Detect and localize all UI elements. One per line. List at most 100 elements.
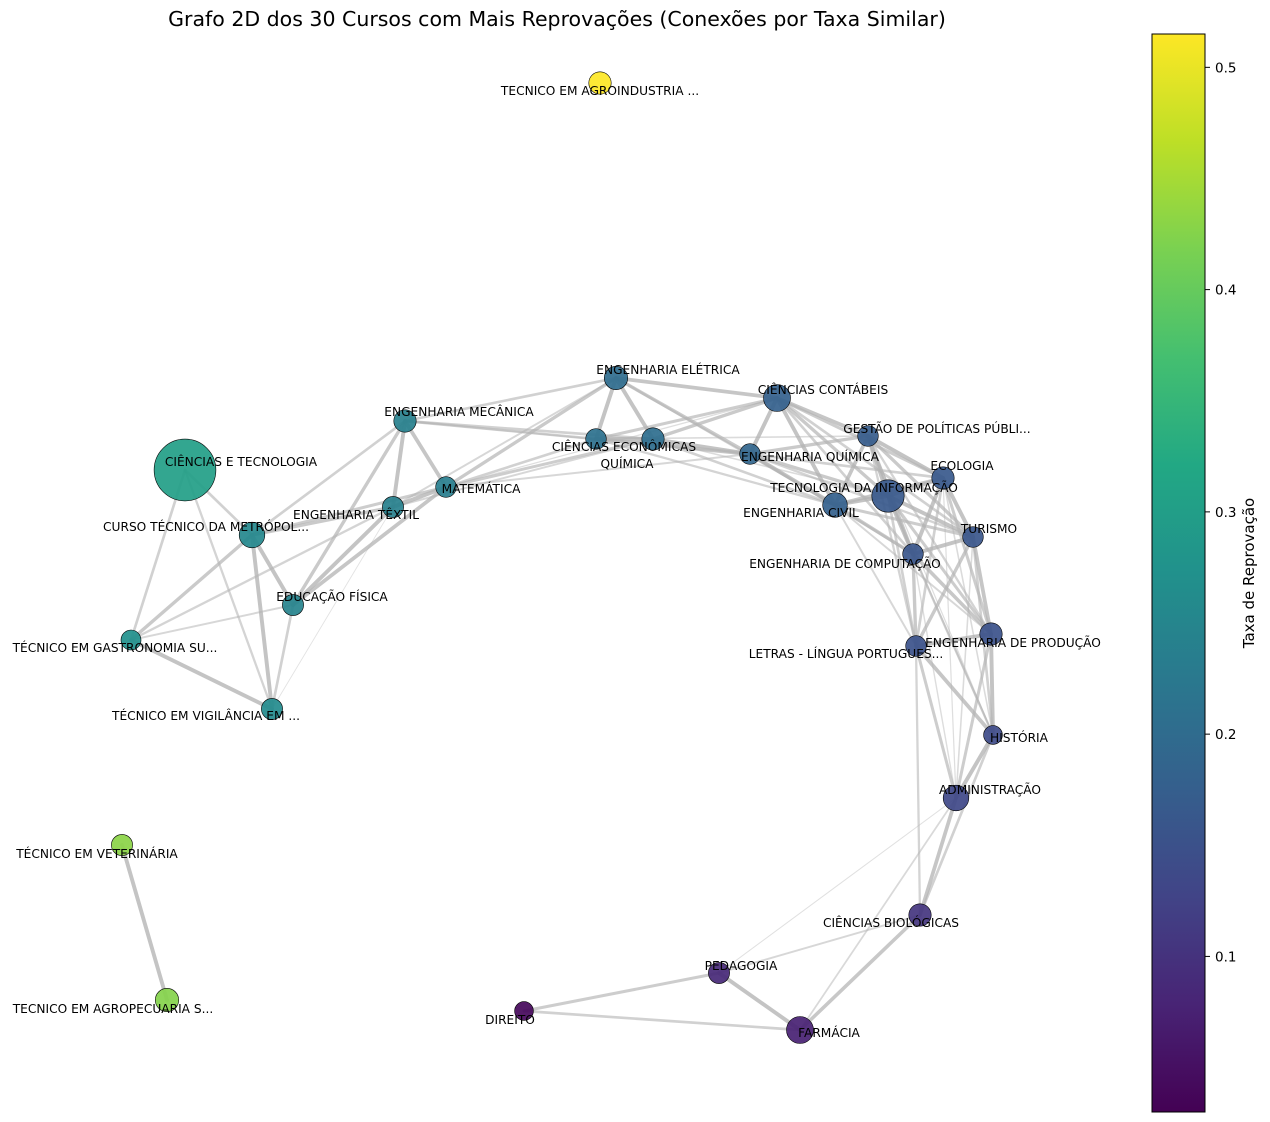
edge-elet-text [392,377,617,508]
edge-ped-adm [718,797,957,974]
edge-elet-mat [444,376,618,489]
node-letras[interactable] [905,635,927,657]
node-label-prod: ENGENHARIA DE PRODUÇÃO [925,635,1101,650]
node-label-adm: ADMINISTRAÇÃO [939,782,1041,797]
edge-econ-mec [403,419,598,441]
node-dir[interactable] [514,1001,534,1021]
node-label-ped: PEDAGOGIA [705,959,778,973]
node-ti[interactable] [871,479,905,513]
node-adm[interactable] [942,784,970,812]
node-vigil[interactable] [261,698,283,720]
node-civil[interactable] [822,492,848,518]
node-bio[interactable] [908,903,932,927]
edge-ped-bio [718,914,921,974]
node-gastro[interactable] [120,629,142,651]
node-ecol[interactable] [931,466,955,490]
edge-adm-tur [955,536,974,799]
colorbar-gradient [1151,33,1206,1113]
node-label-quim: QUÍMICA [600,456,654,471]
node-label-edfis: EDUCAÇÃO FÍSICA [276,589,388,604]
node-text[interactable] [382,496,404,518]
node-mat[interactable] [435,476,457,498]
edge-prod-comp [911,552,993,636]
node-cet[interactable] [153,438,217,502]
edge-dir-ped [522,971,721,1013]
edge-comp-cont [775,396,915,556]
edge-ped-farm [717,971,802,1032]
edge-farm-bio [798,913,922,1032]
node-layer [111,71,1003,1044]
edge-bio-hist [918,733,995,917]
edge-mec-text [391,419,407,509]
node-label-elet: ENGENHARIA ELÉTRICA [596,362,740,377]
edge-adm-comp [912,553,957,799]
colorbar-tick-label: 0.1 [1215,949,1236,965]
edge-cont-elet [614,376,779,400]
node-agropec[interactable] [155,987,180,1012]
edge-edfis-cursotec [250,533,295,607]
edge-letras-prod [914,632,993,648]
node-econ[interactable] [585,428,607,450]
node-farm[interactable] [786,1016,814,1044]
edge-adm-letras [914,644,958,800]
node-label-agroind: TECNICO EM AGROINDUSTRIA ... [500,84,699,98]
chart-title: Grafo 2D dos 30 Cursos com Mais Reprovaç… [168,7,946,31]
node-edfis[interactable] [282,594,304,616]
edge-gest-cont [775,396,870,438]
node-prod[interactable] [979,622,1003,646]
node-comp[interactable] [902,543,924,565]
edge-text-gastro [129,505,395,642]
edge-gest-engq [748,434,870,456]
node-quim[interactable] [641,427,665,451]
edge-bio-letras [914,644,922,917]
edge-mec-mat [403,419,448,489]
edge-engq-elet [614,376,752,456]
node-label-civil: ENGENHARIA CIVIL [743,506,859,520]
node-label-tur: TURISMO [960,522,1017,536]
node-agroind[interactable] [588,71,612,95]
node-label-mat: MATEMÁTICA [442,481,522,496]
edge-cet-vigil [183,468,274,711]
node-mec[interactable] [393,409,417,433]
edge-bio-adm [918,796,958,917]
node-label-hist: HISTÓRIA [990,730,1049,745]
node-label-text: ENGENHARIA TÊXTIL [293,507,419,522]
edge-quim-mat [444,437,655,489]
edge-comp-ecol [911,476,945,556]
edge-tur-cont [775,396,975,539]
node-label-agropec: TECNICO EM AGROPECUARIA S... [12,1002,214,1016]
edge-farm-adm [799,797,957,1031]
node-hist[interactable] [983,725,1003,745]
node-engq[interactable] [739,443,761,465]
edge-mat-edfis [291,485,448,607]
node-vet[interactable] [111,834,133,856]
node-label-econ: CIÊNCIAS ECONÔMICAS [552,439,696,454]
node-label-cont: CIÊNCIAS CONTÁBEIS [758,382,889,397]
colorbar-tick-label: 0.3 [1215,505,1236,521]
node-elet[interactable] [603,365,628,390]
node-label-farm: FARMÁCIA [798,1025,860,1040]
node-cont[interactable] [763,384,791,412]
edge-text-cursotec [250,505,395,537]
node-label-comp: ENGENHARIA DE COMPUTAÇÃO [749,556,941,571]
node-ped[interactable] [708,962,730,984]
node-label-engq: ENGENHARIA QUÍMICA [741,449,880,464]
colorbar-label: Taxa de Reprovação [1240,498,1258,649]
edge-engq-mat [445,453,751,488]
edge-hist-prod [989,632,995,737]
node-label-cursotec: CURSO TÉCNICO DA METRÓPOL... [103,519,309,534]
node-cursotec[interactable] [238,521,266,549]
edge-prod-ti [886,494,993,636]
edge-mec-edfis [291,419,407,607]
node-tur[interactable] [962,526,984,548]
edge-letras-tur [914,535,975,648]
edge-gastro-vigil [129,638,274,711]
edge-text-edfis [291,505,395,607]
edge-hist-letras [914,644,995,737]
node-gest[interactable] [857,425,879,447]
edge-prod-ecol [941,476,993,636]
edge-edfis-vigil [270,603,295,711]
edge-layer [120,376,995,1032]
node-label-dir: DIREITO [485,1013,535,1027]
